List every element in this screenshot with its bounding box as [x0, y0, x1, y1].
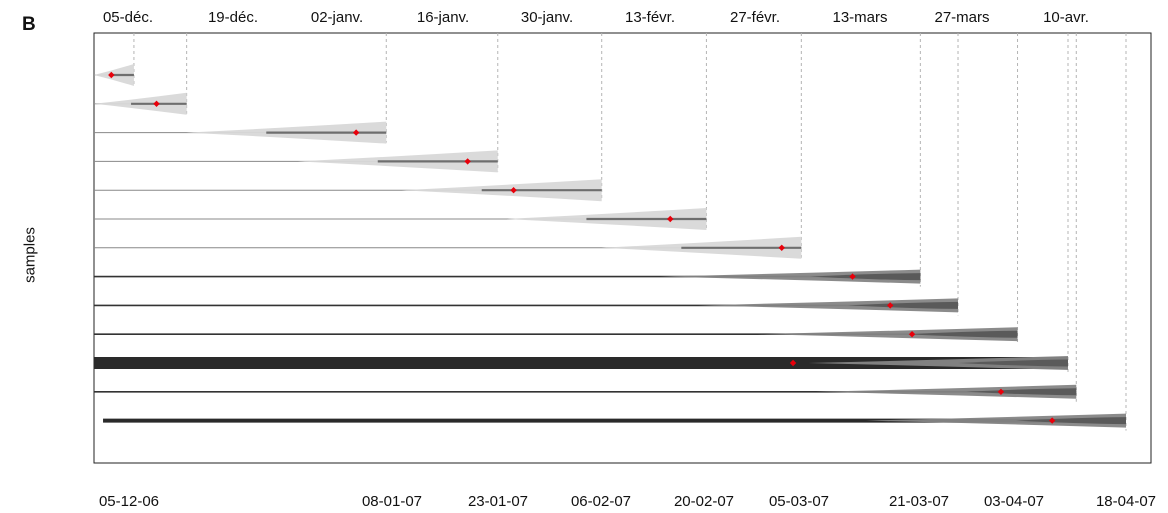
- posterior-core: [966, 388, 1077, 396]
- estimate-marker: [778, 244, 785, 251]
- posterior-shape: [757, 327, 1018, 342]
- sample-row: [94, 298, 959, 313]
- sample-row: [94, 384, 1077, 399]
- estimate-marker: [1048, 417, 1056, 424]
- estimate-marker: [667, 215, 674, 223]
- top-axis-ticks: 05-déc. 19-déc. 02-janv. 16-janv. 30-janv. 13…: [103, 9, 1089, 26]
- estimate-marker: [153, 100, 160, 107]
- end-guides: [133, 33, 1127, 431]
- sample-row: [94, 327, 1018, 342]
- posterior-shape: [698, 298, 959, 313]
- top-tick-label: 27-févr.: [730, 9, 780, 26]
- sample-row: [94, 64, 134, 86]
- top-tick-label: 05-déc.: [103, 9, 153, 26]
- sample-row: [94, 121, 387, 144]
- top-tick-label: 16-janv.: [417, 9, 469, 26]
- posterior-core: [1016, 417, 1126, 425]
- sample-rows: [94, 64, 1126, 428]
- estimate-marker: [887, 302, 894, 309]
- top-tick-label: 02-janv.: [311, 9, 363, 26]
- sample-row: [94, 150, 498, 173]
- top-tick-label: 10-avr.: [1043, 9, 1089, 26]
- posterior-core: [810, 273, 921, 281]
- bottom-tick-label: 03-04-07: [984, 493, 1044, 510]
- sample-row: [103, 413, 1126, 428]
- posterior-shape: [807, 356, 1068, 370]
- top-tick-label: 13-févr.: [625, 9, 675, 26]
- top-tick-label: 19-déc.: [208, 9, 258, 26]
- bottom-axis-ticks: 05-12-06 08-01-07 23-01-07 06-02-07 20-02-07…: [99, 493, 1156, 510]
- bottom-tick-label: 05-03-07: [769, 493, 829, 510]
- posterior-core: [907, 330, 1018, 338]
- sample-row: [94, 208, 707, 230]
- estimate-marker: [464, 158, 471, 165]
- top-tick-label: 13-mars: [832, 9, 887, 26]
- posterior-shape: [660, 269, 921, 284]
- bottom-tick-label: 18-04-07: [1096, 493, 1156, 510]
- posterior-core: [848, 301, 959, 309]
- estimate-marker: [997, 388, 1005, 395]
- posterior-core: [957, 359, 1068, 367]
- sample-row: [94, 92, 187, 115]
- estimate-marker: [510, 187, 517, 194]
- bottom-tick-label: 21-03-07: [889, 493, 949, 510]
- panel-label: B: [22, 14, 36, 35]
- sample-row: [94, 179, 602, 202]
- estimate-marker: [352, 129, 360, 136]
- bottom-tick-label: 06-02-07: [571, 493, 631, 510]
- bottom-tick-label: 05-12-06: [99, 493, 159, 510]
- top-tick-label: 27-mars: [934, 9, 989, 26]
- sample-row: [94, 356, 1068, 370]
- bottom-tick-label: 08-01-07: [362, 493, 422, 510]
- estimate-marker: [849, 273, 856, 280]
- estimate-marker: [789, 359, 797, 367]
- sample-row: [94, 236, 802, 259]
- estimate-marker: [908, 331, 916, 338]
- posterior-shape: [866, 413, 1126, 428]
- sample-row: [94, 269, 921, 284]
- posterior-shape: [816, 384, 1077, 399]
- bottom-tick-label: 20-02-07: [674, 493, 734, 510]
- top-tick-label: 30-janv.: [521, 9, 573, 26]
- bottom-tick-label: 23-01-07: [468, 493, 528, 510]
- estimate-marker: [108, 71, 115, 79]
